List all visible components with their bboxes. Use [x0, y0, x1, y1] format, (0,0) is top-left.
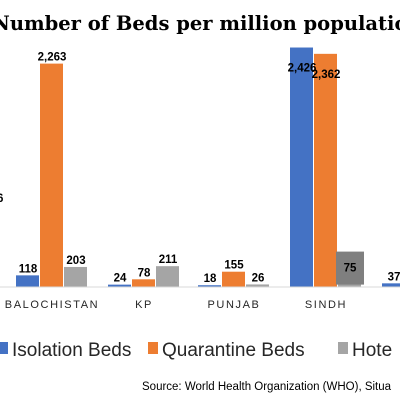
- data-label: 75: [344, 263, 357, 275]
- data-label: 18: [204, 273, 217, 285]
- data-label: 2,362: [312, 69, 341, 81]
- chart-title: Number of Beds per million population by…: [0, 12, 400, 35]
- legend-swatch-1: [148, 342, 158, 354]
- bar-isolation-beds-a: [382, 283, 400, 287]
- bar-quarantine-beds-balochistan: [40, 63, 63, 288]
- data-label: 203: [66, 255, 85, 267]
- bar-isolation-beds-sindh: [290, 47, 313, 288]
- legend-label-1: Quarantine Beds: [162, 340, 305, 361]
- bar-isolation-beds-balochistan: [16, 275, 39, 287]
- data-label-left-partial: 6: [0, 193, 3, 205]
- bar-hote-punjab: [246, 284, 269, 287]
- bar-hote-balochistan: [64, 266, 87, 287]
- legend-label-2: Hote: [352, 340, 392, 361]
- legend-label-0: Isolation Beds: [12, 340, 131, 361]
- bar-isolation-beds-kp: [108, 284, 131, 287]
- bar-quarantine-beds-sindh: [314, 53, 337, 287]
- data-label: 37: [388, 271, 400, 283]
- data-label: 2,263: [38, 52, 67, 64]
- bar-isolation-beds-punjab: [198, 285, 221, 287]
- data-label: 24: [114, 273, 127, 285]
- category-axis: BALOCHISTANKPPUNJABSINDHA: [5, 299, 347, 311]
- legend-swatch-2: [338, 342, 348, 354]
- category-label-sindh: SINDH: [305, 299, 347, 311]
- category-label-balochistan: BALOCHISTAN: [5, 299, 99, 311]
- bar-quarantine-beds-kp: [132, 279, 155, 287]
- bars-layer: [16, 47, 400, 288]
- source-note: Source: World Health Organization (WHO),…: [142, 381, 392, 393]
- data-label: 26: [252, 272, 265, 284]
- category-label-kp: KP: [135, 299, 153, 311]
- bar-hote-kp: [156, 266, 179, 287]
- bar-quarantine-beds-punjab: [222, 271, 245, 287]
- data-label: 155: [224, 260, 244, 272]
- data-label: 118: [19, 263, 38, 275]
- data-label: 211: [159, 254, 178, 266]
- data-label-box: [336, 251, 364, 285]
- legend-swatch-0: [0, 342, 8, 354]
- data-labels-layer: 118 24 18 2,426 37 2,263 78 155 2,362 203 211 26 75: [19, 52, 400, 286]
- data-label: 78: [138, 267, 151, 279]
- legend: Isolation Beds Quarantine Beds Hote: [0, 340, 392, 361]
- data-label: 2,426: [288, 63, 317, 75]
- category-label-punjab: PUNJAB: [208, 299, 261, 311]
